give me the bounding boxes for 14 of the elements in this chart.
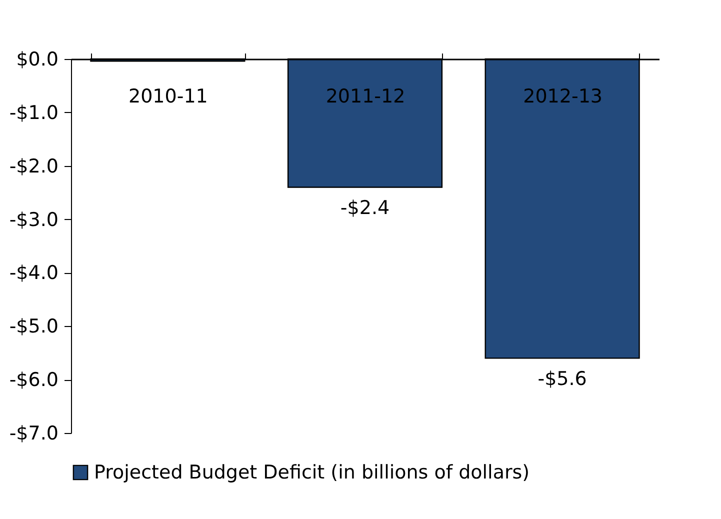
x-tick-label: 2012-13 — [523, 86, 603, 108]
y-tick-label: $0.0 — [16, 48, 58, 70]
data-label: -$5.6 — [538, 368, 587, 390]
y-tick-label: -$4.0 — [9, 262, 58, 284]
x-tick-label: 2010-11 — [128, 86, 208, 108]
y-tick-label: -$1.0 — [9, 102, 58, 124]
data-label: -$2.4 — [340, 197, 390, 220]
y-tick-label: -$3.0 — [9, 208, 58, 231]
y-tick-label: -$5.0 — [9, 316, 58, 338]
x-tick-label: 2011-12 — [326, 86, 406, 108]
y-tick-label: -$7.0 — [9, 422, 58, 444]
y-tick-label: -$6.0 — [9, 369, 58, 392]
y-tick-label: -$2.0 — [9, 155, 58, 178]
legend-label: Projected Budget Deficit (in billions of dollars) — [94, 462, 530, 484]
